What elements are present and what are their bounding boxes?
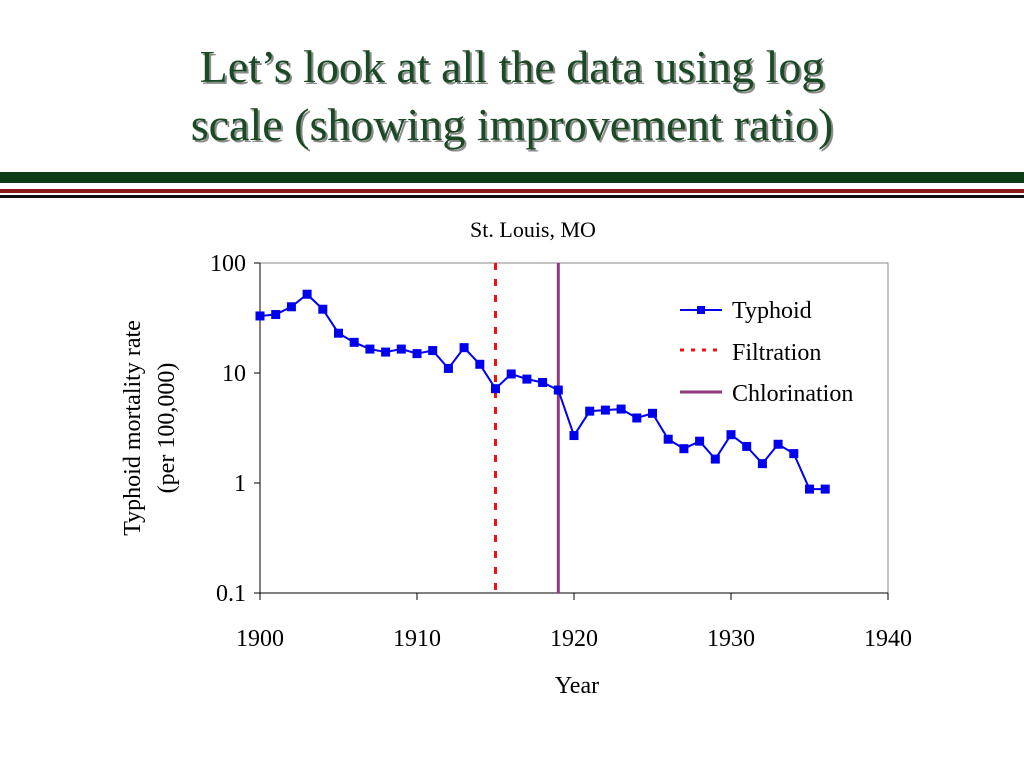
typhoid-point <box>334 328 343 338</box>
x-axis-title: Year <box>555 673 599 699</box>
y-tick-label: 1 <box>234 471 246 497</box>
typhoid-point <box>757 459 767 469</box>
legend-label-typhoid: Typhoid <box>732 298 812 324</box>
typhoid-point <box>522 374 532 384</box>
typhoid-point <box>491 384 500 394</box>
y-axis-title-line-1: Typhoid mortality rate <box>120 320 146 536</box>
typhoid-point <box>569 431 579 441</box>
legend-marker-typhoid <box>697 306 705 314</box>
typhoid-point <box>349 337 359 347</box>
y-tick-label: 10 <box>222 361 246 387</box>
typhoid-point <box>710 454 720 464</box>
typhoid-point <box>695 436 705 446</box>
x-tick-label: 1900 <box>236 626 284 652</box>
y-axis-title-line-2: (per 100,000) <box>154 363 180 494</box>
typhoid-point <box>506 369 516 379</box>
typhoid-point <box>789 449 799 459</box>
x-tick-label: 1920 <box>550 626 598 652</box>
typhoid-point <box>585 406 595 416</box>
typhoid-point <box>365 344 375 354</box>
typhoid-point <box>396 344 406 354</box>
y-axis-title: Typhoid mortality rate (per 100,000) <box>120 320 180 536</box>
typhoid-point <box>459 343 469 353</box>
typhoid-point <box>381 347 391 357</box>
typhoid-point <box>302 289 312 299</box>
slide-title-line-2: scale (showing improvement ratio) <box>190 99 834 150</box>
typhoid-point <box>742 441 752 451</box>
typhoid-point <box>538 377 548 387</box>
slide-title: Let’s look at all the data using log sca… <box>0 38 1024 154</box>
legend-label-chlorination: Chlorination <box>732 381 853 407</box>
series-typhoid <box>255 289 830 494</box>
y-axis: 0.1 1 10 100 <box>210 251 261 607</box>
typhoid-point <box>286 302 296 312</box>
title-rule-green <box>0 172 1024 183</box>
typhoid-point <box>648 408 657 418</box>
typhoid-point <box>600 405 610 415</box>
typhoid-point <box>726 430 736 440</box>
typhoid-point <box>318 304 328 314</box>
slide-title-line-1: Let’s look at all the data using log <box>199 41 825 92</box>
typhoid-point <box>632 413 642 423</box>
typhoid-point <box>663 434 673 444</box>
typhoid-point <box>475 359 485 369</box>
legend: Typhoid Filtration Chlorination <box>680 298 853 407</box>
typhoid-point <box>255 311 265 321</box>
typhoid-point <box>773 439 783 449</box>
typhoid-point <box>553 385 563 395</box>
typhoid-point <box>616 404 626 414</box>
x-axis: 1900 1910 1920 1930 1940 <box>236 592 912 652</box>
typhoid-point <box>443 363 453 373</box>
typhoid-point <box>412 349 422 359</box>
reference-lines <box>494 263 560 593</box>
title-rule-black <box>0 195 1024 198</box>
typhoid-point <box>805 484 814 494</box>
typhoid-point <box>271 310 281 320</box>
y-tick-label: 100 <box>210 251 246 277</box>
legend-label-filtration: Filtration <box>732 340 821 366</box>
y-tick-label: 0.1 <box>216 581 246 607</box>
typhoid-point <box>679 444 689 454</box>
title-rule-red <box>0 189 1024 193</box>
typhoid-point <box>820 484 830 494</box>
x-tick-label: 1940 <box>864 626 912 652</box>
chart-title: St. Louis, MO <box>470 217 596 242</box>
x-tick-label: 1930 <box>707 626 755 652</box>
typhoid-point <box>428 346 438 356</box>
x-tick-label: 1910 <box>393 626 441 652</box>
